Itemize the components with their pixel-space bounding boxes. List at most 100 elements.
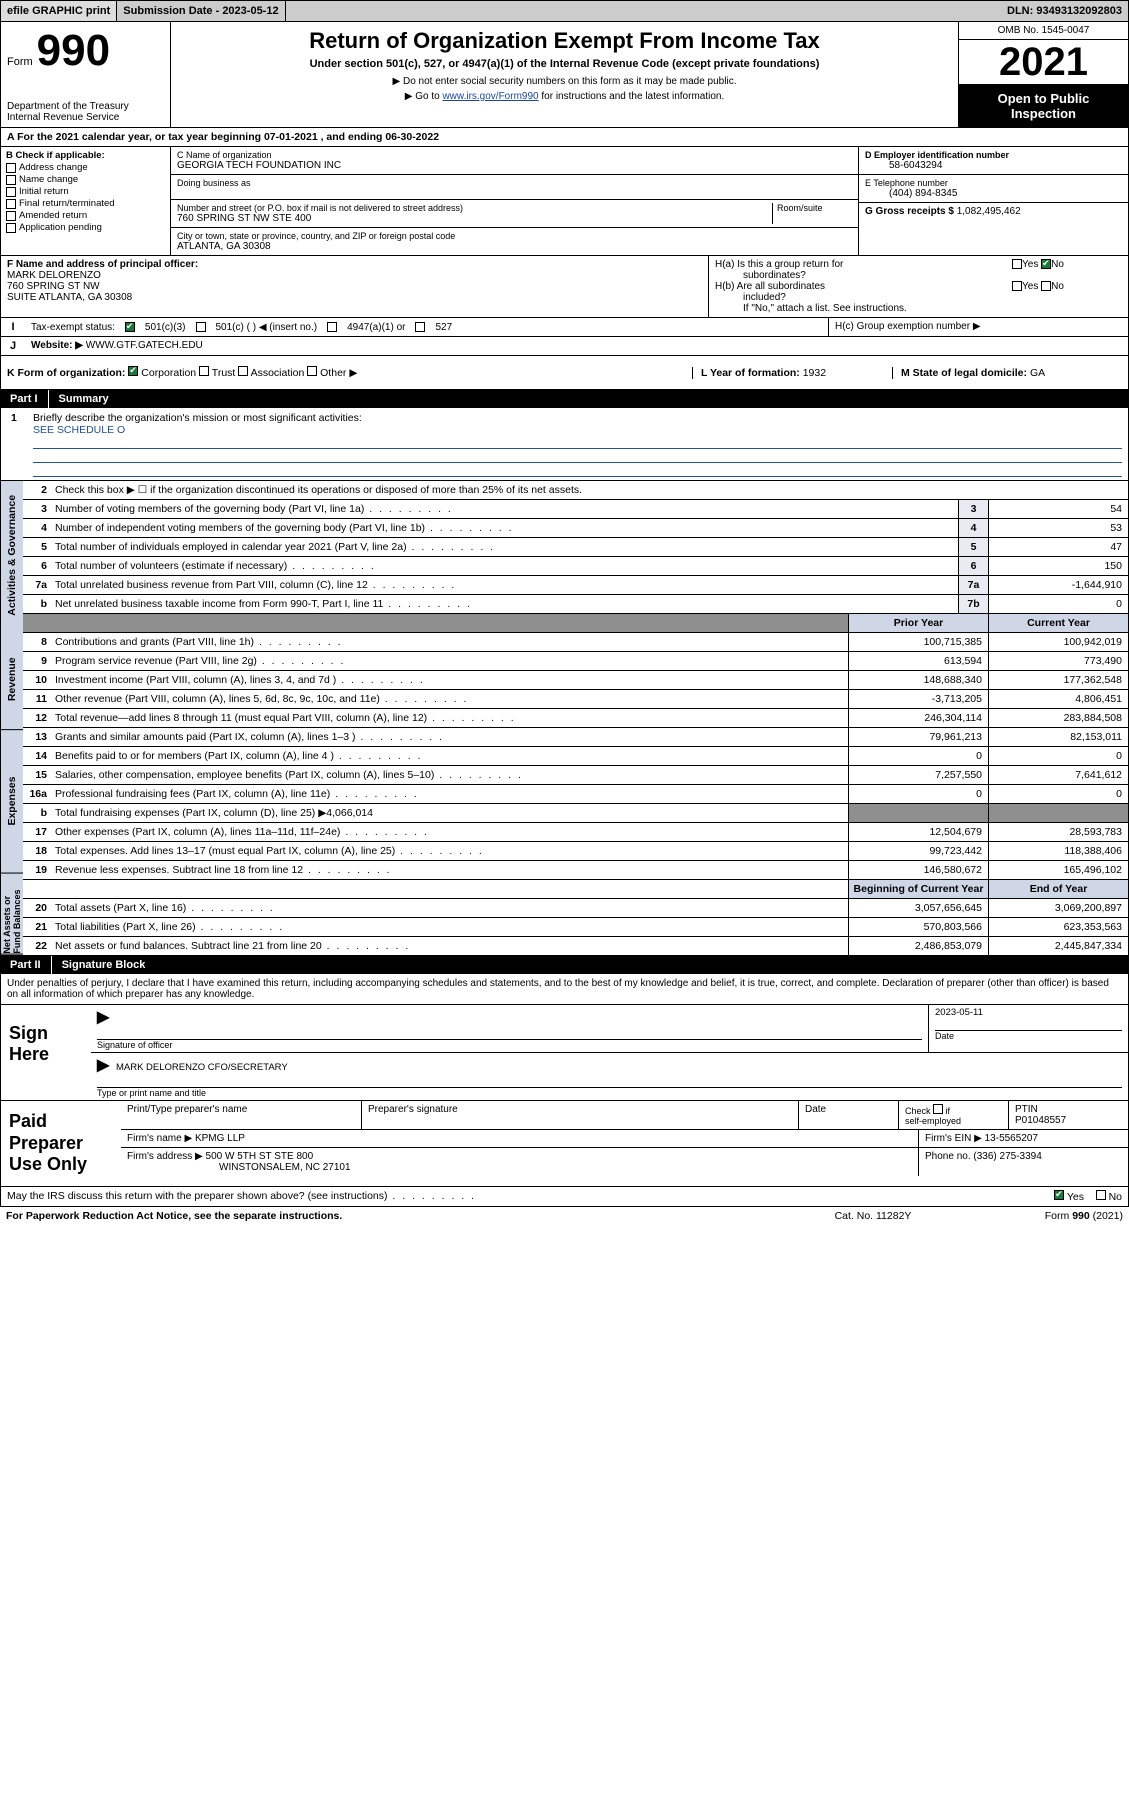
goto-pre: ▶ Go to (405, 91, 443, 102)
page-footer: For Paperwork Reduction Act Notice, see … (0, 1207, 1129, 1225)
opt-527: 527 (435, 322, 452, 333)
opt-trust: Trust (212, 367, 236, 379)
chk-other[interactable] (307, 366, 317, 376)
addr-lbl: Number and street (or P.O. box if mail i… (177, 203, 772, 213)
vtab-expenses: Expenses (1, 730, 23, 874)
exp-row-16a: 16aProfessional fundraising fees (Part I… (23, 784, 1128, 803)
room-lbl: Room/suite (777, 203, 852, 213)
chk-initial-return[interactable]: Initial return (6, 186, 165, 197)
chk-application-pending[interactable]: Application pending (6, 222, 165, 233)
officer-name: MARK DELORENZO (7, 270, 702, 281)
hb-note: If "No," attach a list. See instructions… (715, 303, 1122, 314)
efile-print-btn[interactable]: efile GRAPHIC print (1, 1, 117, 21)
c-name-lbl: C Name of organization (177, 150, 852, 160)
preparer-name-hdr: Print/Type preparer's name (121, 1101, 361, 1129)
perjury-statement: Under penalties of perjury, I declare th… (0, 974, 1129, 1005)
omb-number: OMB No. 1545-0047 (959, 22, 1128, 40)
info-block: B Check if applicable: Address change Na… (0, 147, 1129, 256)
chk-association[interactable] (238, 366, 248, 376)
f-lbl: F Name and address of principal officer: (7, 259, 702, 270)
hb-no-chk[interactable] (1041, 281, 1051, 291)
hb-lbl: H(b) Are all subordinates (715, 281, 825, 292)
chk-trust[interactable] (199, 366, 209, 376)
hb-yes-chk[interactable] (1012, 281, 1022, 291)
part-2-header: Part II Signature Block (0, 956, 1129, 974)
open-pub-2: Inspection (1011, 106, 1076, 121)
ha-no-chk[interactable] (1041, 259, 1051, 269)
org-name: GEORGIA TECH FOUNDATION INC (177, 160, 852, 171)
firm-phone: (336) 275-3394 (973, 1151, 1041, 1162)
may-irs-yes: Yes (1067, 1191, 1084, 1203)
j-lbl: J (1, 337, 25, 355)
print-name-lbl: Type or print name and title (97, 1087, 1122, 1098)
net-row-21: 21Total liabilities (Part X, line 26)570… (23, 917, 1128, 936)
hb-lbl2: included? (715, 292, 786, 303)
may-irs-yes-chk[interactable] (1054, 1190, 1064, 1200)
gov-row-5: 5Total number of individuals employed in… (23, 537, 1128, 556)
firm-name: KPMG LLP (195, 1133, 245, 1144)
chk-527[interactable] (415, 322, 425, 332)
may-irs-text: May the IRS discuss this return with the… (7, 1190, 476, 1202)
website-lbl: Website: ▶ (31, 340, 83, 351)
may-irs-no-chk[interactable] (1096, 1190, 1106, 1200)
ha-yes: Yes (1022, 259, 1038, 270)
city-lbl: City or town, state or province, country… (177, 231, 852, 241)
exp-row-19: 19Revenue less expenses. Subtract line 1… (23, 860, 1128, 879)
chk-amended-return[interactable]: Amended return (6, 210, 165, 221)
ha-lbl: H(a) Is this a group return for (715, 259, 843, 270)
vtab-governance: Activities & Governance (1, 481, 23, 630)
opt-4947: 4947(a)(1) or (347, 322, 405, 333)
check-lbl: Check (905, 1106, 931, 1116)
goto-post: for instructions and the latest informat… (539, 91, 725, 102)
chk-501c3[interactable] (125, 322, 135, 332)
gov-row-7b: bNet unrelated business taxable income f… (23, 594, 1128, 613)
form-number: Form 990 (7, 26, 164, 76)
ha-no: No (1051, 259, 1064, 270)
open-public: Open to Public Inspection (959, 85, 1128, 127)
officer-print-name: MARK DELORENZO CFO/SECRETARY (116, 1062, 288, 1073)
exp-row-13: 13Grants and similar amounts paid (Part … (23, 727, 1128, 746)
chk-corporation[interactable] (128, 366, 138, 376)
m-state-lbl: M State of legal domicile: (901, 367, 1027, 379)
sign-here-lbl: SignHere (1, 1005, 91, 1100)
chk-4947[interactable] (327, 322, 337, 332)
ha-yes-chk[interactable] (1012, 259, 1022, 269)
g-gross-lbl: G Gross receipts $ (865, 206, 954, 217)
tax-year-line: A For the 2021 calendar year, or tax yea… (0, 128, 1129, 147)
form-subtitle: Under section 501(c), 527, or 4947(a)(1)… (179, 58, 950, 70)
schedule-o: SEE SCHEDULE O (33, 424, 1122, 436)
exp-row-15: 15Salaries, other compensation, employee… (23, 765, 1128, 784)
signature-officer-lbl: Signature of officer (97, 1039, 922, 1050)
firm-name-lbl: Firm's name ▶ (127, 1133, 192, 1144)
chk-address-change[interactable]: Address change (6, 162, 165, 173)
dln-label: DLN: 93493132092803 (1001, 1, 1128, 21)
firm-addr1: 500 W 5TH ST STE 800 (206, 1151, 314, 1162)
irs-link[interactable]: www.irs.gov/Form990 (442, 91, 538, 102)
top-bar: efile GRAPHIC print Submission Date - 20… (0, 0, 1129, 22)
rev-row-8: 8Contributions and grants (Part VIII, li… (23, 632, 1128, 651)
firm-addr2: WINSTONSALEM, NC 27101 (127, 1162, 351, 1173)
hb-no: No (1051, 281, 1064, 292)
preparer-date-hdr: Date (798, 1101, 898, 1129)
hb-yes: Yes (1022, 281, 1038, 292)
chk-name-change[interactable]: Name change (6, 174, 165, 185)
open-pub-1: Open to Public (998, 91, 1090, 106)
self-employed-chk[interactable] (933, 1104, 943, 1114)
form-title: Return of Organization Exempt From Incom… (179, 28, 950, 54)
rev-row-11: 11Other revenue (Part VIII, column (A), … (23, 689, 1128, 708)
arrow-icon: ▶ (97, 1009, 109, 1026)
gov-row-6: 6Total number of volunteers (estimate if… (23, 556, 1128, 575)
opt-other: Other ▶ (320, 367, 357, 379)
k-lbl: K Form of organization: (7, 367, 125, 379)
website-url: WWW.GTF.GATECH.EDU (86, 340, 203, 351)
firm-ein: 13-5565207 (985, 1133, 1038, 1144)
mission-block: 1 Briefly describe the organization's mi… (0, 408, 1129, 481)
chk-final-return[interactable]: Final return/terminated (6, 198, 165, 209)
i-lbl: I (1, 318, 25, 336)
py-cy-header: Prior YearCurrent Year (23, 613, 1128, 632)
col-de: D Employer identification number 58-6043… (858, 147, 1128, 255)
paperwork-notice: For Paperwork Reduction Act Notice, see … (6, 1210, 783, 1222)
chk-501c[interactable] (196, 322, 206, 332)
state-domicile: GA (1030, 367, 1045, 379)
vtab-revenue: Revenue (1, 630, 23, 730)
